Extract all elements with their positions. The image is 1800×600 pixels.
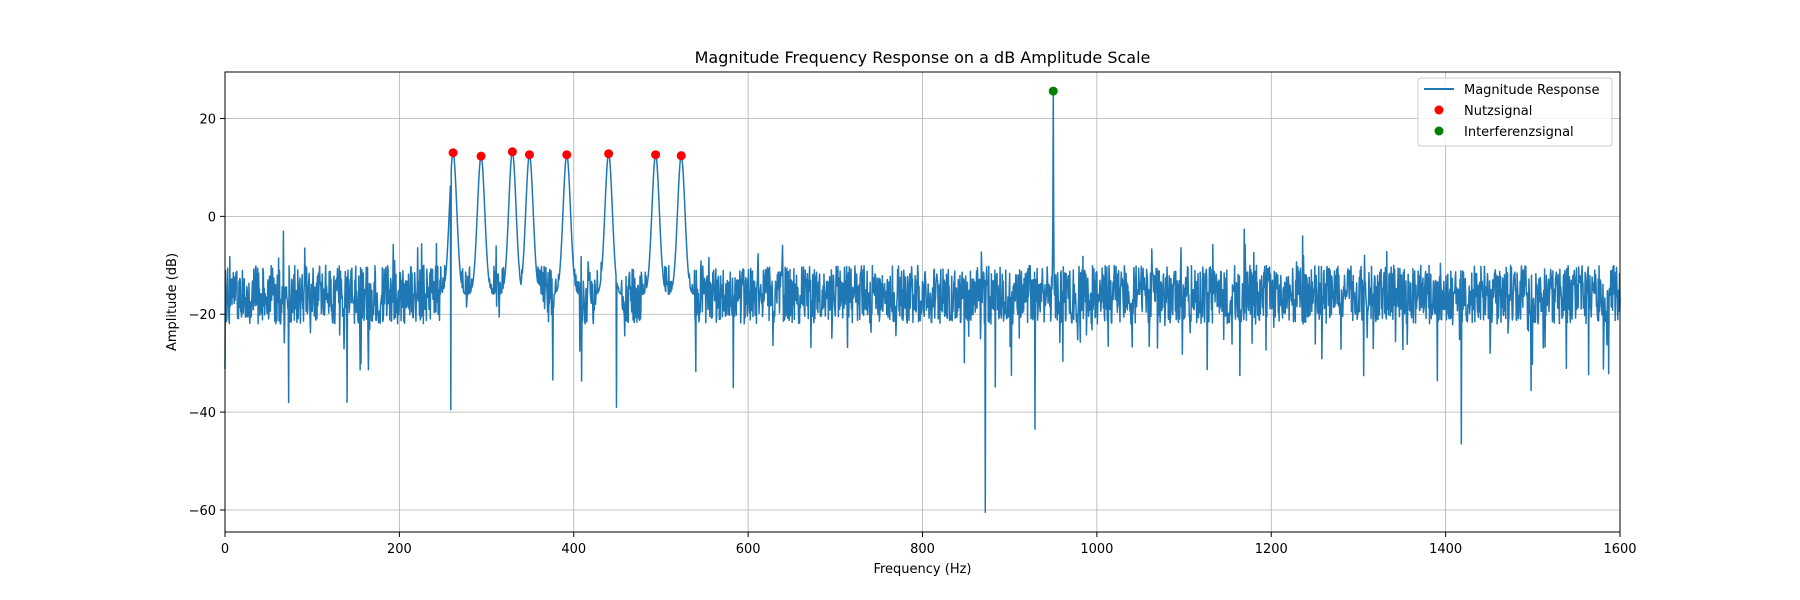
y-tick-label: −20 <box>189 308 216 323</box>
marker-layer <box>448 86 1058 161</box>
x-tick-label: 1000 <box>1080 542 1113 557</box>
point-nutzsignal <box>448 148 458 158</box>
y-tick-label: −40 <box>189 406 216 421</box>
legend-marker-interferenzsignal <box>1434 126 1444 136</box>
point-interferenzsignal <box>1048 86 1058 96</box>
x-tick-label: 0 <box>221 542 229 557</box>
legend-box <box>1417 77 1613 147</box>
point-nutzsignal <box>562 150 572 160</box>
point-nutzsignal <box>476 151 486 161</box>
x-axis-label: Frequency (Hz) <box>873 562 971 577</box>
x-tick-label: 600 <box>736 542 761 557</box>
ticks: 0 200 400 600 800 1000 1200 1400 1600 −60 −40 −20 0 2… <box>189 112 1637 557</box>
x-tick-label: 400 <box>561 542 586 557</box>
legend: Magnitude Response Nutzsignal Interferen… <box>1417 77 1613 147</box>
point-nutzsignal <box>507 147 517 157</box>
legend-label-interferenzsignal: Interferenzsignal <box>1464 125 1574 140</box>
point-nutzsignal <box>651 150 661 160</box>
point-nutzsignal <box>676 151 686 161</box>
x-tick-label: 1400 <box>1429 542 1462 557</box>
point-nutzsignal <box>604 149 614 159</box>
legend-label-nutzsignal: Nutzsignal <box>1464 104 1532 119</box>
chart-title: Magnitude Frequency Response on a dB Amp… <box>695 48 1151 67</box>
legend-marker-nutzsignal <box>1434 105 1444 115</box>
y-tick-label: 0 <box>208 210 216 225</box>
x-tick-label: 1600 <box>1603 542 1636 557</box>
series-line-magnitude-response <box>224 90 1621 514</box>
y-tick-label: 20 <box>199 112 216 127</box>
x-tick-label: 800 <box>910 542 935 557</box>
y-axis-label: Amplitude (dB) <box>165 253 180 351</box>
point-nutzsignal <box>524 150 534 160</box>
x-tick-label: 1200 <box>1255 542 1288 557</box>
line-layer <box>224 90 1621 514</box>
x-tick-label: 200 <box>387 542 412 557</box>
legend-label-magnitude-response: Magnitude Response <box>1464 83 1599 98</box>
y-tick-label: −60 <box>189 504 216 519</box>
